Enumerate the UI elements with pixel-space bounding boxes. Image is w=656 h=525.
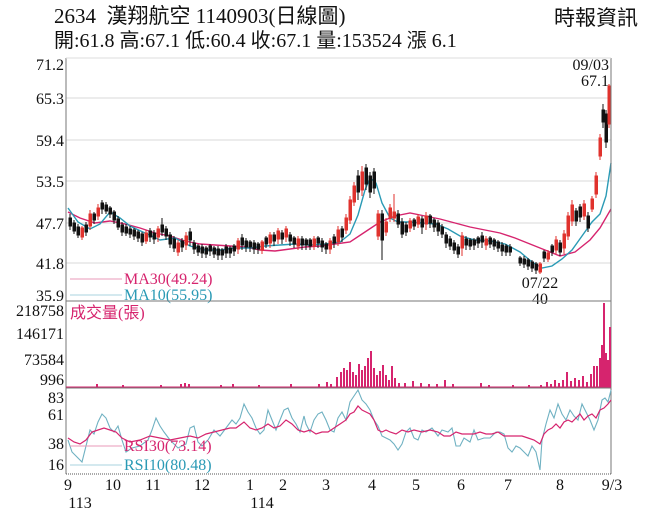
last-date-annotation: 09/03	[573, 57, 609, 74]
volume-tick: 146171	[16, 326, 64, 343]
x-tick: 1	[246, 477, 254, 494]
ma10-line	[67, 162, 612, 269]
rsi30-legend: RSI30(73.14)	[124, 438, 212, 455]
low-price-annotation: 40	[532, 291, 548, 308]
x-tick: 3	[322, 477, 330, 494]
low-date-annotation: 07/22	[522, 275, 558, 292]
rsi-tick: 38	[48, 436, 64, 453]
price-tick: 47.7	[36, 216, 64, 233]
ma30-legend: MA30(49.24)	[124, 271, 212, 288]
rsi-tick: 61	[48, 407, 64, 424]
price-tick: 59.4	[36, 133, 64, 150]
x-year-label: 114	[250, 495, 273, 512]
price-tick: 71.2	[36, 57, 64, 74]
rsi-tick: 16	[48, 457, 64, 474]
price-panel: 71.2 65.3 59.4 53.5 47.7 41.8 35.9	[36, 57, 612, 308]
x-tick: 8	[556, 477, 564, 494]
volume-tick: 218758	[16, 303, 64, 320]
x-tick: 6	[457, 477, 465, 494]
price-tick: 41.8	[36, 256, 64, 273]
rsi-tick: 83	[48, 390, 64, 407]
source-brand: 時報資訊	[554, 6, 638, 30]
volume-tick: 996	[40, 372, 64, 389]
price-y-axis: 71.2 65.3 59.4 53.5 47.7 41.8 35.9	[36, 57, 64, 305]
ma10-legend: MA10(55.95)	[124, 287, 212, 304]
x-tick: 9/3	[602, 477, 622, 494]
x-tick: 7	[504, 477, 512, 494]
x-tick: 4	[368, 477, 376, 494]
candlesticks	[68, 84, 611, 274]
x-tick: 9	[64, 477, 72, 494]
x-year-label: 113	[68, 495, 91, 512]
rsi-panel: 83 61 38 16 RSI30(73.14) RSI10(80.48)	[48, 388, 612, 474]
last-price-annotation: 67.1	[581, 73, 609, 90]
volume-bars	[96, 303, 611, 387]
rsi10-legend: RSI10(80.48)	[124, 457, 212, 474]
volume-tick: 73584	[24, 352, 64, 369]
x-tick: 10	[105, 477, 121, 494]
price-tick: 53.5	[36, 174, 64, 191]
price-tick: 65.3	[36, 91, 64, 108]
x-tick: 2	[279, 477, 287, 494]
rsi10-line	[67, 388, 612, 471]
ohlc-summary: 開:61.8 高:67.1 低:60.4 收:67.1 量:153524 漲 6…	[54, 30, 457, 52]
volume-panel: 218758 146171 73584 996 成交量(張)	[16, 303, 611, 389]
price-tick: 35.9	[36, 288, 64, 305]
x-tick: 5	[412, 477, 420, 494]
x-axis: 9 10 11 12 1 2 3 4 5 6 7 8 9/3 113 114	[64, 477, 622, 512]
x-tick: 12	[194, 477, 210, 494]
volume-title: 成交量(張)	[70, 304, 145, 322]
chart-title: 2634 漢翔航空 1140903(日線圖)	[54, 4, 346, 28]
rsi30-line	[67, 399, 612, 445]
x-tick: 11	[145, 477, 160, 494]
